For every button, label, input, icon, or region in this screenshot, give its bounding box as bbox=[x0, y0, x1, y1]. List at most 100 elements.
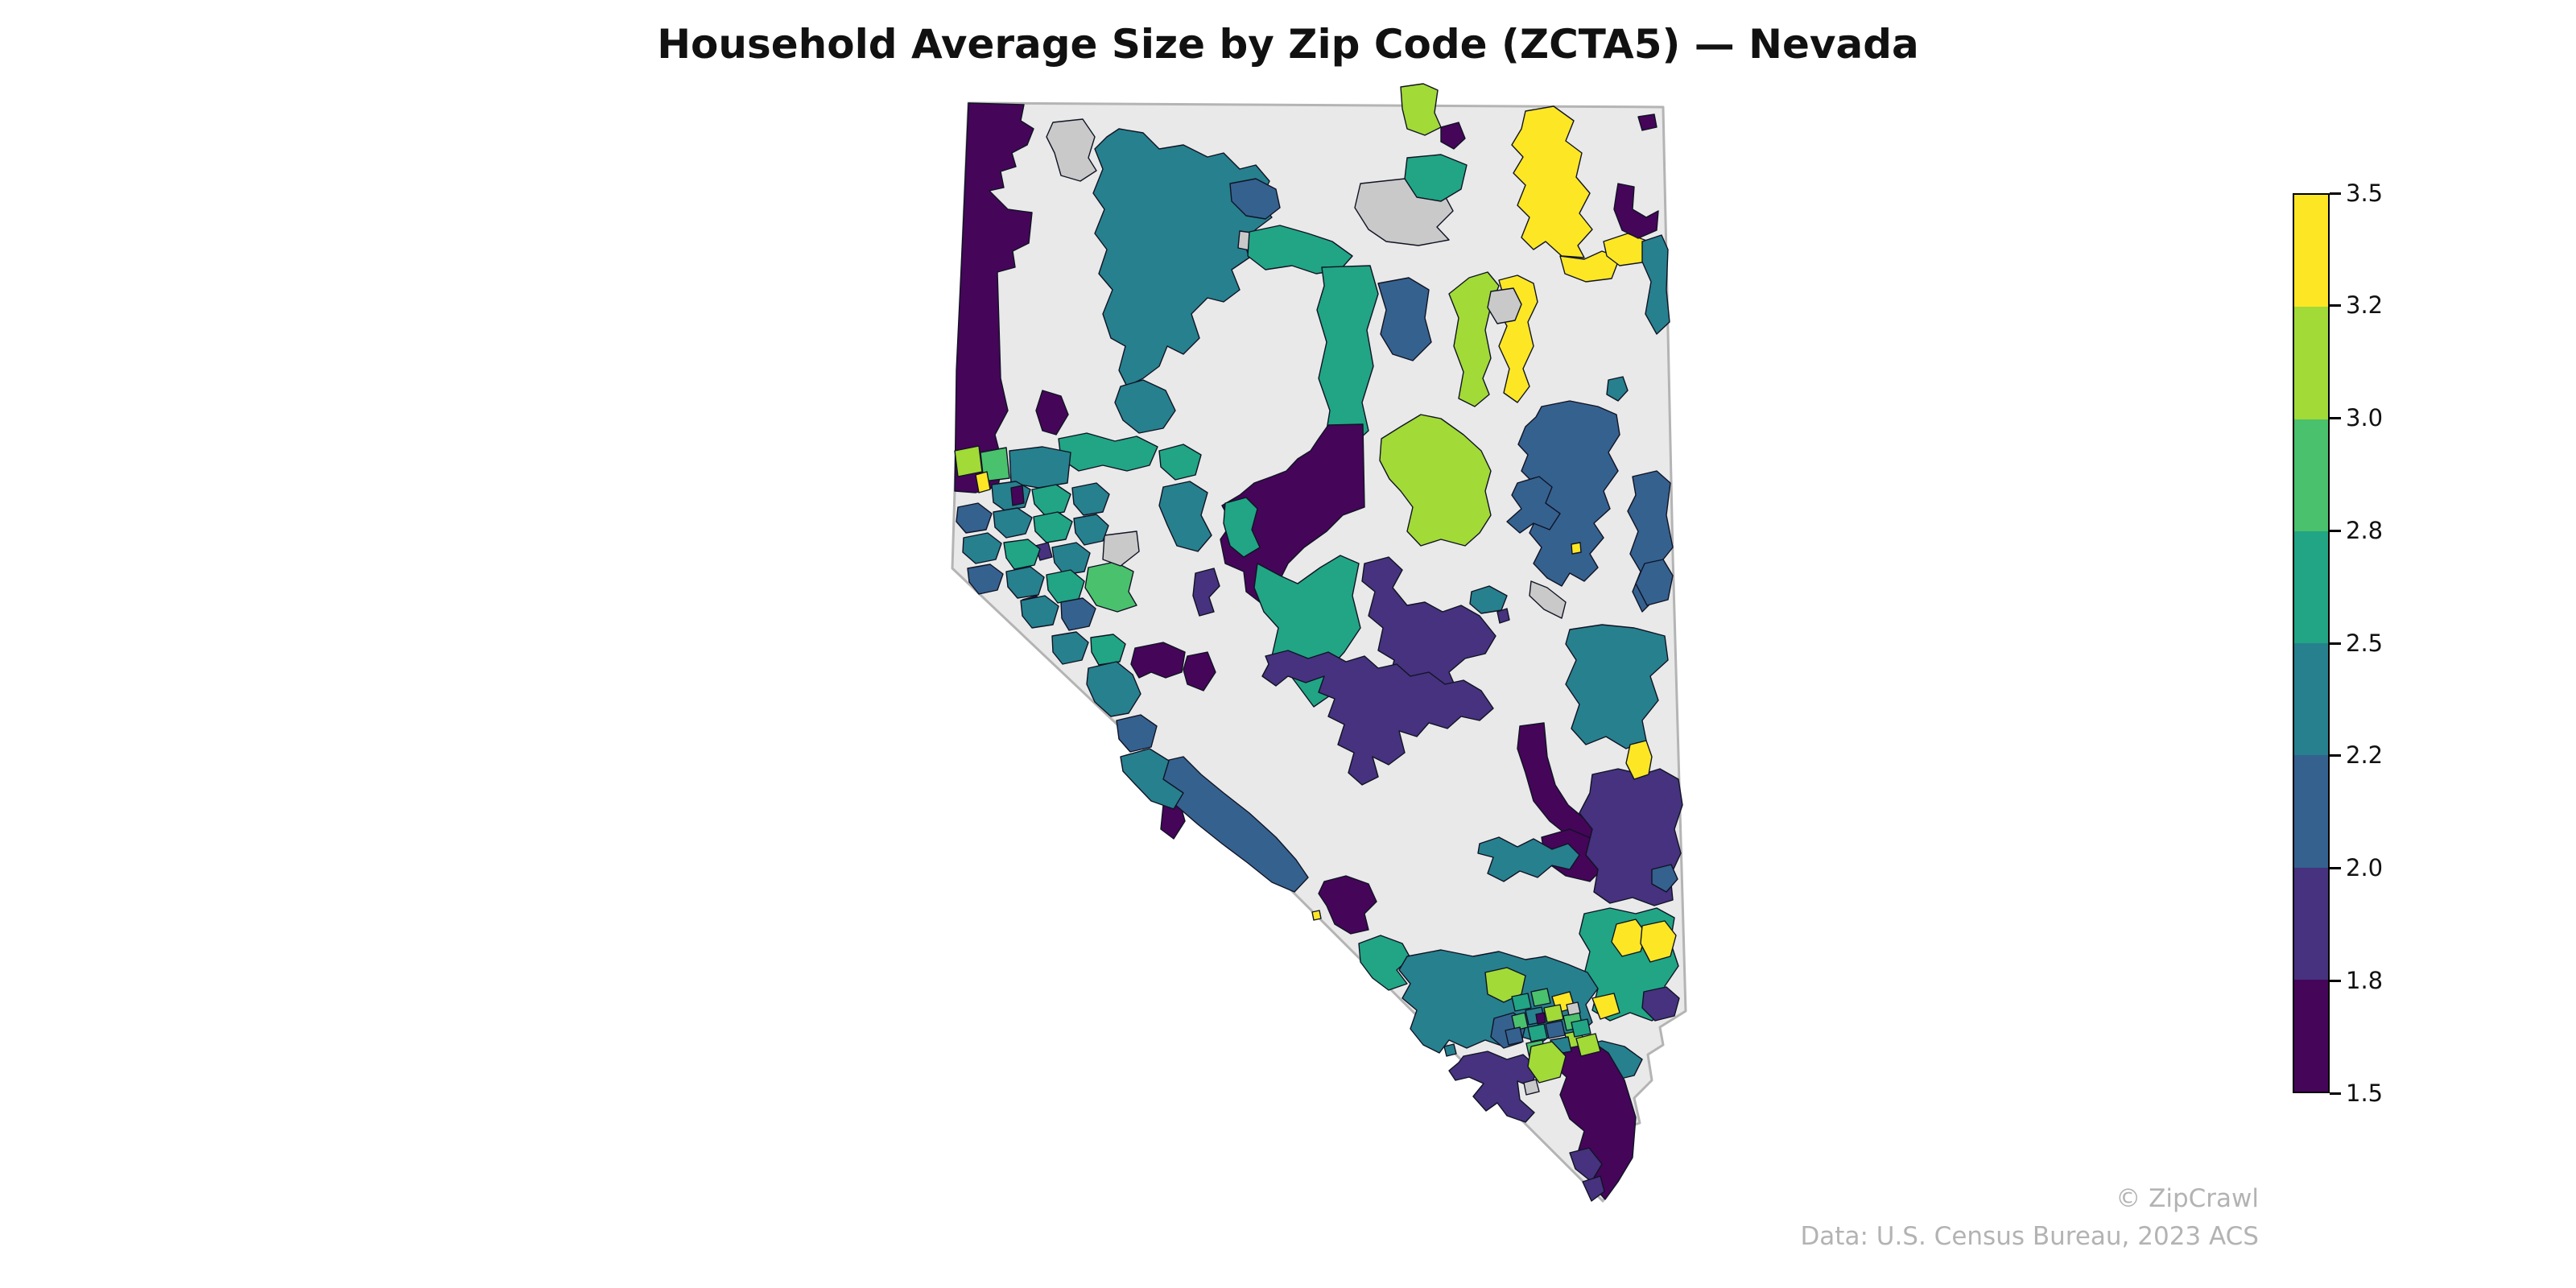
zcta-region bbox=[1034, 542, 1053, 561]
zcta-region bbox=[1130, 642, 1186, 679]
colorbar-segment bbox=[2294, 530, 2328, 643]
zcta-region bbox=[954, 445, 983, 477]
zcta-region bbox=[1443, 1043, 1457, 1057]
colorbar-tick-label: 3.5 bbox=[2346, 179, 2384, 207]
zcta-region bbox=[1523, 1079, 1540, 1096]
colorbar-segment bbox=[2294, 867, 2328, 980]
zcta-region bbox=[1569, 1147, 1603, 1183]
colorbar-tick-label: 1.8 bbox=[2346, 966, 2384, 994]
zcta-region bbox=[1575, 1033, 1601, 1057]
colorbar-tick-mark bbox=[2330, 979, 2341, 982]
zcta-region bbox=[1261, 650, 1494, 786]
colorbar-tick-label: 3.2 bbox=[2346, 291, 2384, 320]
zcta-region bbox=[1071, 482, 1110, 516]
zcta-region bbox=[1559, 250, 1620, 283]
colorbar-tick-label: 2.2 bbox=[2346, 741, 2384, 770]
colorbar-segment bbox=[2294, 419, 2328, 531]
zcta-region bbox=[975, 471, 991, 493]
zcta-region bbox=[1529, 580, 1567, 619]
colorbar-segment bbox=[2294, 195, 2328, 308]
zcta-region bbox=[1229, 178, 1281, 220]
zcta-region bbox=[956, 502, 993, 534]
zcta-region bbox=[1003, 539, 1041, 570]
zcta-region bbox=[1448, 271, 1500, 407]
zcta-region bbox=[1358, 935, 1411, 991]
zcta-region bbox=[1311, 910, 1322, 921]
zcta-region bbox=[993, 507, 1033, 539]
colorbar-tick-label: 2.8 bbox=[2346, 516, 2384, 544]
zcta-region bbox=[1640, 920, 1677, 963]
zcta-region bbox=[1158, 481, 1212, 552]
zcta-region bbox=[1505, 1026, 1524, 1046]
colorbar-tick-label: 1.5 bbox=[2346, 1079, 2384, 1107]
zcta-region bbox=[1114, 379, 1176, 434]
zcta-region bbox=[1183, 651, 1216, 691]
attribution: © ZipCrawl Data: U.S. Census Bureau, 202… bbox=[1800, 1180, 2259, 1256]
zcta-region bbox=[1527, 1023, 1548, 1042]
zcta-region bbox=[1571, 1018, 1591, 1038]
zcta-region bbox=[1158, 444, 1202, 481]
zcta-region bbox=[1051, 542, 1091, 576]
zcta-region bbox=[1046, 118, 1097, 182]
zcta-region bbox=[1527, 1041, 1567, 1084]
zcta-region bbox=[1120, 748, 1184, 810]
zcta-region bbox=[1051, 631, 1089, 665]
zcta-region bbox=[1035, 390, 1069, 436]
zcta-region bbox=[1477, 836, 1580, 882]
zcta-region bbox=[1116, 714, 1158, 753]
zcta-region bbox=[1092, 128, 1273, 387]
zcta-region bbox=[1009, 446, 1071, 489]
zcta-region bbox=[1031, 484, 1071, 516]
zcta-region bbox=[1440, 122, 1466, 150]
colorbar-tick-mark bbox=[2330, 304, 2341, 308]
colorbar-tick-mark bbox=[2330, 1092, 2341, 1095]
zcta-region bbox=[1086, 661, 1141, 717]
chart-title: Household Average Size by Zip Code (ZCTA… bbox=[657, 21, 1919, 68]
zcta-region bbox=[1033, 511, 1073, 543]
zcta-region bbox=[1223, 497, 1261, 558]
zcta-region bbox=[1637, 114, 1657, 131]
zcta-region bbox=[1487, 287, 1522, 324]
zcta-region bbox=[1606, 376, 1629, 402]
zcta-region bbox=[1448, 1051, 1538, 1123]
colorbar-segment bbox=[2294, 755, 2328, 868]
watermark-text: © ZipCrawl bbox=[2116, 1184, 2259, 1213]
colorbar bbox=[2293, 193, 2330, 1093]
zcta-region bbox=[1582, 1175, 1605, 1202]
zcta-region bbox=[1318, 875, 1377, 935]
zcta-region bbox=[1154, 756, 1309, 893]
zcta-region bbox=[1543, 1004, 1564, 1023]
colorbar-tick-mark bbox=[2330, 867, 2341, 869]
colorbar-segment bbox=[2294, 307, 2328, 419]
zcta-region bbox=[1404, 154, 1468, 202]
colorbar-tick-label: 3.0 bbox=[2346, 404, 2384, 431]
colorbar-segment bbox=[2294, 643, 2328, 756]
zcta-region bbox=[1379, 414, 1492, 547]
zcta-region bbox=[962, 532, 1002, 564]
zcta-region bbox=[1625, 740, 1653, 780]
zcta-region bbox=[1511, 1012, 1529, 1031]
zcta-region bbox=[980, 447, 1010, 482]
data-source-text: Data: U.S. Census Bureau, 2023 ACS bbox=[1800, 1222, 2259, 1251]
zcta-region bbox=[1545, 1020, 1566, 1039]
zcta-region bbox=[1651, 864, 1678, 893]
zcta-region bbox=[1530, 988, 1551, 1007]
zcta-region bbox=[1511, 993, 1532, 1012]
zcta-region bbox=[1060, 597, 1096, 631]
zcta-region bbox=[1020, 595, 1059, 629]
zcta-region bbox=[1220, 423, 1365, 606]
colorbar-segment bbox=[2294, 979, 2328, 1092]
colorbar-tick-mark bbox=[2330, 754, 2341, 758]
zcta-region bbox=[1192, 568, 1220, 617]
zcta-region bbox=[1535, 1012, 1546, 1025]
colorbar-tick-label: 2.5 bbox=[2346, 629, 2384, 657]
colorbar-tick-mark bbox=[2330, 192, 2341, 195]
zcta-region bbox=[1377, 277, 1432, 361]
zcta-region bbox=[1073, 514, 1109, 546]
zcta-region bbox=[1506, 476, 1561, 534]
colorbar-tick-label: 2.0 bbox=[2346, 854, 2384, 881]
zcta-region bbox=[1496, 608, 1510, 624]
zcta-region bbox=[1635, 559, 1674, 606]
